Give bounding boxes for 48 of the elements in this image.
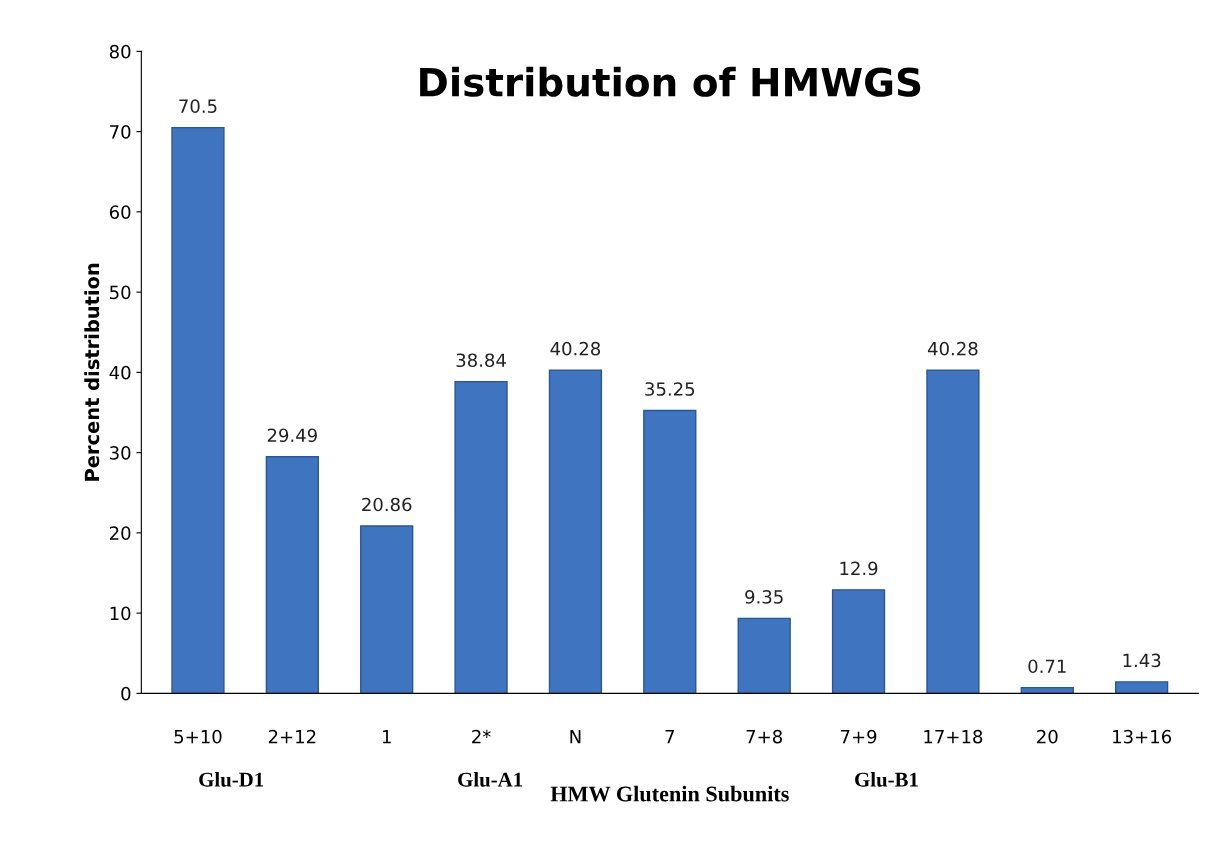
y-tick-label: 0	[121, 686, 131, 701]
data-label: 20.86	[362, 497, 412, 512]
text: Glu-A1	[458, 771, 523, 787]
x-tick-label: 13+16	[1113, 729, 1172, 744]
x-tick-label: 7+8	[746, 729, 782, 744]
bar	[454, 380, 508, 694]
bar	[548, 369, 603, 694]
x-tick-label: 7	[665, 730, 675, 744]
text: Glu-D1	[199, 771, 264, 787]
bar	[171, 126, 225, 694]
x-axis-title: HMW Glutenin Subunits	[550, 785, 789, 802]
data-label: 40.28	[550, 341, 601, 356]
bar	[926, 369, 980, 694]
y-tick-label: 70	[110, 125, 131, 139]
x-tick-label: 2*	[472, 729, 491, 744]
y-tick-label: 10	[110, 606, 131, 621]
bar	[1115, 681, 1169, 694]
x-tick-label: 1	[382, 730, 391, 744]
bar	[831, 589, 886, 694]
y-tick-label: 80	[109, 44, 131, 59]
x-tick-label: 5+10	[174, 729, 222, 744]
text: Glu-B1	[855, 771, 918, 787]
x-tick-label: 17+18	[924, 729, 983, 744]
bar	[643, 409, 697, 694]
data-label: 40.28	[927, 341, 978, 356]
y-tick-label: 40	[109, 365, 131, 380]
data-label: 0.71	[1028, 659, 1066, 674]
data-label: 35.25	[645, 382, 695, 396]
bar	[265, 456, 319, 694]
data-label: 1.43	[1123, 653, 1161, 668]
x-tick-label: 20	[1037, 729, 1058, 744]
data-label: 9.35	[745, 590, 783, 604]
data-label: 29.49	[267, 428, 317, 443]
data-label: 70.5	[179, 99, 217, 113]
data-label: 38.84	[456, 353, 506, 368]
y-tick-label: 50	[110, 285, 131, 300]
bar	[360, 525, 414, 694]
x-tick-label: 2+12	[268, 729, 316, 744]
x-tick-label: N	[570, 730, 581, 744]
data-label: 12.9	[840, 561, 878, 576]
bar	[737, 617, 791, 694]
y-tick-label: 60	[109, 205, 131, 219]
y-tick-label: 30	[110, 446, 131, 460]
y-axis-title: Percent distribution	[84, 263, 100, 481]
y-tick-label: 20	[109, 526, 131, 540]
chart-title: Distribution of HMWGS	[420, 66, 921, 97]
bar	[1020, 686, 1074, 694]
x-tick-label: 7+9	[840, 729, 877, 744]
